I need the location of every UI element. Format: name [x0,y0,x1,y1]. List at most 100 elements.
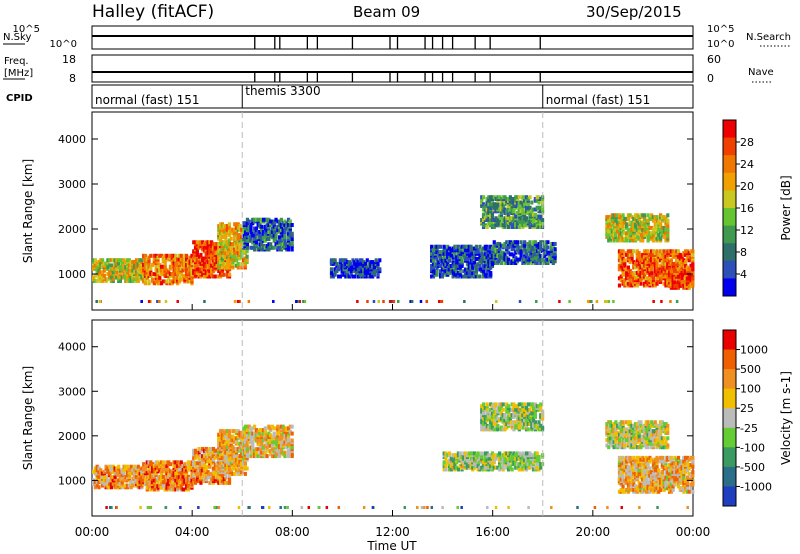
heatmap-cell [176,261,180,266]
heatmap-cell [460,454,464,459]
heatmap-cell [351,258,355,263]
heatmap-cell [442,460,446,465]
heatmap-cell [612,220,616,225]
heatmap-cell [281,424,285,429]
heatmap-cell [447,271,452,275]
heatmap-cell [254,428,258,433]
heatmap-cell [147,255,151,260]
heatmap-cell [276,452,280,457]
heatmap-cell [222,249,226,254]
heatmap-cell [122,272,126,277]
heatmap-cell [231,242,235,247]
heatmap-cell [356,260,360,265]
heatmap-cell [462,274,466,279]
heatmap-cell [254,217,258,222]
heatmap-cell [242,438,246,443]
heatmap-cell [644,276,648,281]
heatmap-cell [469,258,473,263]
heatmap-cell [347,267,351,272]
heatmap-cell [242,426,246,431]
heatmap-cell [430,244,434,249]
heatmap-cell [269,433,273,438]
heatmap-cell [176,460,180,465]
heatmap-cell [201,446,205,451]
heatmap-cell [496,423,500,428]
heatmap-cell [236,441,240,446]
heatmap-cell [279,436,284,441]
heatmap-cell [492,243,496,248]
heatmap-cell [501,255,505,260]
heatmap-cell [650,231,654,236]
heatmap-cell [505,409,509,414]
heatmap-cell [362,260,366,265]
noise-panel-frame [91,25,694,50]
nave-label: Nave [748,67,774,78]
heatmap-cell [149,474,153,479]
heatmap-cell [494,422,498,427]
heatmap-cell [483,244,487,249]
heatmap-cell [251,431,255,436]
heatmap-cell [666,269,670,274]
heatmap-cell [99,273,103,278]
heatmap-cell [231,445,235,450]
heatmap-cell [193,270,198,275]
heatmap-cell [195,240,199,245]
heatmap-cell [226,251,230,256]
heatmap-cell [92,481,96,486]
heatmap-cell [117,258,121,263]
heatmap-cell [535,248,539,253]
heatmap-cell [226,227,230,232]
heatmap-cell [512,427,516,432]
heatmap-cell [467,248,471,253]
heatmap-cell [485,272,489,277]
heatmap-cell [537,420,541,425]
heatmap-cell [192,461,196,466]
heatmap-cell [625,236,629,241]
heatmap-cell [263,233,267,238]
heatmap-cell [433,248,437,253]
heatmap-cell [501,243,505,248]
heatmap-cell [192,448,196,453]
heatmap-cell [267,448,271,453]
heatmap-cell [439,244,443,249]
heatmap-cell [208,269,212,274]
heatmap-cell [503,413,507,418]
heatmap-cell [490,195,495,200]
heatmap-cell [515,200,520,205]
heatmap-cell [127,258,131,263]
heatmap-cell [474,267,478,272]
heatmap-cell [678,269,682,274]
heatmap-cell [442,271,446,275]
heatmap-cell [258,441,262,446]
heatmap-cell [526,255,530,260]
heatmap-cell [623,220,627,225]
heatmap-cell [102,481,106,486]
heatmap-cell [183,478,187,483]
heatmap-cell [499,465,504,470]
heatmap-cell [165,467,169,472]
heatmap-cell [544,257,548,262]
heatmap-cell [106,483,110,488]
heatmap-cell [526,407,530,412]
heatmap-cell [637,261,641,266]
heatmap-cell [455,255,459,260]
heatmap-cell [492,202,496,207]
heatmap-cell [163,465,167,470]
heatmap-cell [188,259,192,264]
heatmap-cell [222,439,226,444]
heatmap-cell [93,263,97,268]
heatmap-cell [632,260,636,265]
heatmap-cell [526,414,530,419]
heatmap-cell [487,453,491,458]
heatmap-cell [158,300,161,303]
heatmap-cell [204,240,208,245]
heatmap-cell [227,454,232,459]
heatmap-cell [274,426,278,431]
heatmap-cell [492,402,496,407]
heatmap-cell [231,434,235,439]
heatmap-cell [523,247,527,252]
freq-panel-frame [91,54,694,83]
heatmap-cell [168,253,173,258]
heatmap-cell [623,236,627,241]
heatmap-cell [439,269,443,274]
